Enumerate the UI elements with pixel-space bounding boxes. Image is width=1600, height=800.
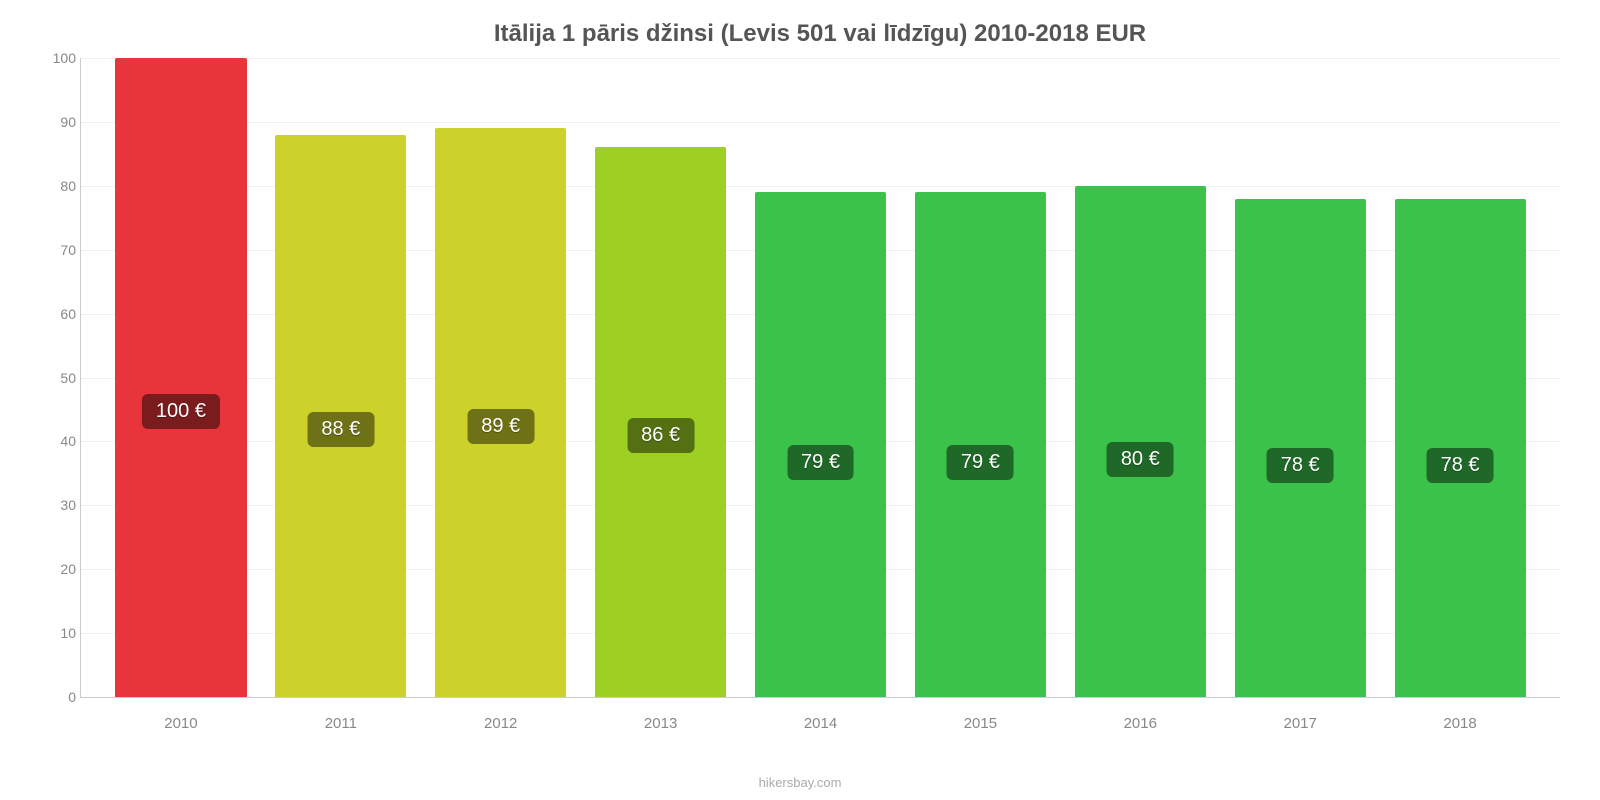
bar-value-label: 88 € <box>307 412 374 447</box>
bar: 86 € <box>595 147 726 697</box>
bar-value-label: 100 € <box>142 394 220 429</box>
attribution-text: hikersbay.com <box>759 775 842 790</box>
y-tick: 90 <box>31 114 76 130</box>
bar-slot: 89 € <box>421 58 581 697</box>
chart-container: Itālija 1 pāris džinsi (Levis 501 vai lī… <box>0 0 1600 800</box>
bar: 100 € <box>115 58 246 697</box>
bar-slot: 88 € <box>261 58 421 697</box>
bar-value-label: 86 € <box>627 418 694 453</box>
bar-value-label: 78 € <box>1267 448 1334 483</box>
bar-value-label: 79 € <box>947 445 1014 480</box>
x-tick: 2016 <box>1060 715 1220 732</box>
y-tick: 80 <box>31 178 76 194</box>
plot-area: 0102030405060708090100 100 €88 €89 €86 €… <box>80 58 1560 698</box>
y-tick: 0 <box>31 689 76 705</box>
bar-slot: 79 € <box>741 58 901 697</box>
x-tick: 2011 <box>261 715 421 732</box>
bar: 78 € <box>1235 199 1366 697</box>
x-tick: 2017 <box>1220 715 1380 732</box>
x-axis: 201020112012201320142015201620172018 <box>81 715 1560 732</box>
bar: 79 € <box>755 192 886 697</box>
bar-slot: 100 € <box>101 58 261 697</box>
x-tick: 2018 <box>1380 715 1540 732</box>
y-tick: 20 <box>31 561 76 577</box>
bar-slot: 78 € <box>1380 58 1540 697</box>
y-tick: 70 <box>31 242 76 258</box>
y-tick: 30 <box>31 497 76 513</box>
bars-group: 100 € 88 € 89 € 86 € 79 € 79 € 80 € 78 € 78 € <box>81 58 1560 697</box>
bar: 80 € <box>1075 186 1206 697</box>
y-tick: 40 <box>31 433 76 449</box>
x-tick: 2012 <box>421 715 581 732</box>
bar: 79 € <box>915 192 1046 697</box>
y-tick: 60 <box>31 306 76 322</box>
bar-value-label: 79 € <box>787 445 854 480</box>
x-tick: 2010 <box>101 715 261 732</box>
y-tick: 100 <box>31 50 76 66</box>
bar: 78 € <box>1395 199 1526 697</box>
bar-value-label: 80 € <box>1107 442 1174 477</box>
chart-title: Itālija 1 pāris džinsi (Levis 501 vai lī… <box>80 20 1560 48</box>
y-tick: 10 <box>31 625 76 641</box>
bar: 89 € <box>435 128 566 697</box>
y-tick: 50 <box>31 370 76 386</box>
bar: 88 € <box>275 135 406 697</box>
bar-value-label: 89 € <box>467 409 534 444</box>
bar-slot: 78 € <box>1220 58 1380 697</box>
x-tick: 2014 <box>741 715 901 732</box>
bar-slot: 86 € <box>581 58 741 697</box>
x-tick: 2013 <box>581 715 741 732</box>
y-axis: 0102030405060708090100 <box>31 58 76 697</box>
x-tick: 2015 <box>900 715 1060 732</box>
bar-slot: 79 € <box>900 58 1060 697</box>
bar-value-label: 78 € <box>1427 448 1494 483</box>
bar-slot: 80 € <box>1060 58 1220 697</box>
